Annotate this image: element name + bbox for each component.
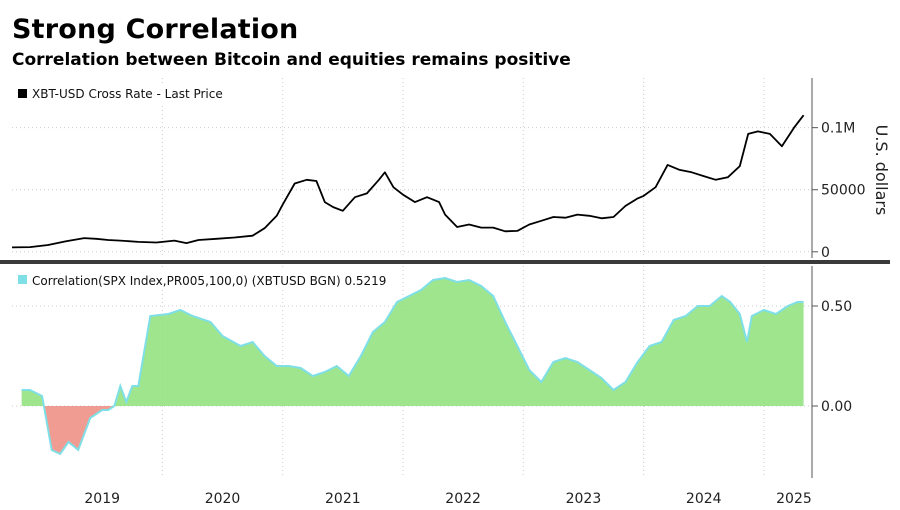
corr-ytick-label: 0.50 (821, 299, 852, 315)
price-line (11, 114, 805, 249)
corr-ytick-label: 0.00 (821, 399, 852, 415)
price-ytick-label: 0 (821, 245, 830, 261)
axis-labels: 0 50000 0.1M 0.00 0.50 2019 2020 2021 2022 2023 20… (84, 121, 865, 507)
corr-legend-label: Correlation(SPX Index,PR005,100,0) (XBTU… (32, 274, 386, 288)
x-tick-label-2025: 2025 (776, 491, 812, 507)
x-tick-label-2022: 2022 (445, 491, 481, 507)
price-legend-swatch (18, 89, 27, 98)
chart-subtitle: Correlation between Bitcoin and equities… (12, 50, 571, 70)
corr-legend-box (13, 270, 398, 290)
x-tick-label-2024: 2024 (686, 491, 722, 507)
corr-negative-area (43, 406, 115, 454)
x-tick-label-2023: 2023 (566, 491, 602, 507)
price-series (11, 114, 805, 249)
corr-positive-area (21, 390, 44, 406)
chart-title: Strong Correlation (12, 14, 299, 45)
correlation-series (21, 276, 804, 456)
price-ytick-label: 0.1M (821, 121, 855, 137)
price-legend-label: XBT-USD Cross Rate - Last Price (32, 87, 223, 101)
x-tick-label-2020: 2020 (205, 491, 241, 507)
price-ytick-label: 50000 (821, 183, 866, 199)
corr-positive-area (114, 278, 804, 406)
x-tick-label-2019: 2019 (84, 491, 120, 507)
x-tick-label-2021: 2021 (325, 491, 361, 507)
corr-legend-swatch (18, 275, 27, 284)
price-y-axis-title: U.S. dollars (872, 125, 891, 216)
price-legend-box (13, 84, 237, 104)
corr-line (21, 276, 804, 456)
